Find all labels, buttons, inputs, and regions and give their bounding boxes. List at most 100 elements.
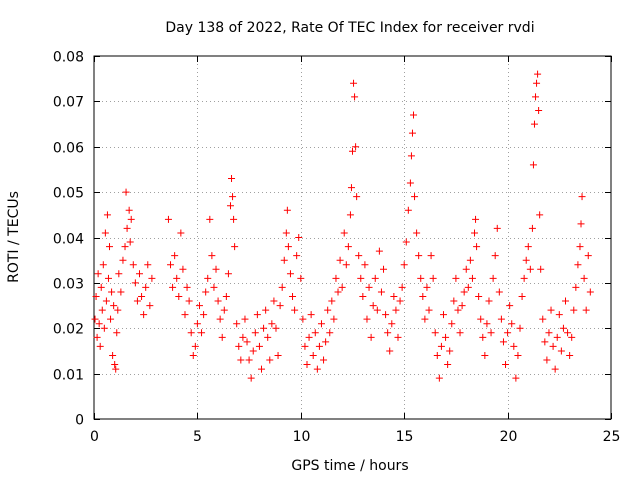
data-point	[268, 320, 276, 328]
x-tick-label: 20	[500, 429, 518, 445]
y-tick-label: 0.07	[53, 95, 84, 111]
data-point	[97, 283, 105, 291]
data-point	[278, 283, 286, 291]
data-point	[138, 292, 146, 300]
data-point	[493, 224, 501, 232]
data-point	[235, 342, 243, 350]
data-point	[309, 351, 317, 359]
data-point	[243, 338, 251, 346]
data-point	[94, 270, 102, 278]
data-point	[322, 338, 330, 346]
data-point	[392, 306, 400, 314]
data-point	[251, 329, 259, 337]
data-point	[433, 351, 441, 359]
data-point	[247, 374, 255, 382]
data-point	[135, 270, 143, 278]
data-point	[572, 283, 580, 291]
data-point	[218, 333, 226, 341]
data-point	[547, 306, 555, 314]
data-point	[582, 306, 590, 314]
data-point	[437, 342, 445, 350]
data-point	[266, 356, 274, 364]
data-point	[193, 320, 201, 328]
data-point	[373, 306, 381, 314]
data-point	[185, 297, 193, 305]
data-point	[413, 229, 421, 237]
y-tick-label: 0.05	[53, 186, 84, 202]
data-point	[320, 356, 328, 364]
data-point	[92, 292, 100, 300]
data-point	[415, 252, 423, 260]
data-point	[408, 129, 416, 137]
data-point	[369, 302, 377, 310]
data-point	[129, 261, 137, 269]
data-point	[444, 361, 452, 369]
data-point	[380, 265, 388, 273]
data-point	[148, 274, 156, 282]
data-point	[228, 175, 236, 183]
data-point	[504, 329, 512, 337]
data-point	[562, 297, 570, 305]
data-point	[214, 297, 222, 305]
data-point	[574, 261, 582, 269]
x-tick-label: 15	[396, 429, 414, 445]
data-point	[487, 329, 495, 337]
data-point	[108, 288, 116, 296]
data-point	[506, 302, 514, 310]
data-point	[206, 215, 214, 223]
data-point	[286, 270, 294, 278]
data-point	[543, 356, 551, 364]
data-point	[226, 202, 234, 210]
plot-frame	[93, 55, 612, 420]
data-point	[239, 333, 247, 341]
data-point	[377, 288, 385, 296]
tick-layer: 0 0.01 0.02 0.03 0.04 0.05 0.06 0.07 0.08 0 5 10 15 2…	[53, 50, 621, 446]
data-point	[541, 338, 549, 346]
data-point	[352, 143, 360, 151]
data-point	[390, 292, 398, 300]
data-point	[274, 351, 282, 359]
data-point	[382, 311, 390, 319]
data-point	[483, 320, 491, 328]
y-tick-label: 0	[75, 413, 84, 429]
data-point	[177, 229, 185, 237]
data-point	[406, 179, 414, 187]
data-point	[462, 265, 470, 273]
data-point	[350, 79, 358, 87]
data-point	[102, 297, 110, 305]
data-point	[99, 261, 107, 269]
data-point	[200, 311, 208, 319]
data-point	[342, 261, 350, 269]
data-point	[404, 206, 412, 214]
data-point	[340, 229, 348, 237]
data-point	[448, 320, 456, 328]
data-point	[224, 270, 232, 278]
data-point	[249, 347, 257, 355]
data-point	[508, 320, 516, 328]
data-point	[446, 347, 454, 355]
data-point	[216, 315, 224, 323]
data-point	[485, 297, 493, 305]
data-point	[255, 342, 263, 350]
data-point	[559, 324, 567, 332]
y-tick-label: 0.04	[53, 232, 84, 248]
data-point	[512, 374, 520, 382]
data-point	[460, 288, 468, 296]
data-point	[577, 220, 585, 228]
data-point	[119, 256, 127, 264]
data-point	[423, 283, 431, 291]
data-point	[117, 288, 125, 296]
data-point	[98, 306, 106, 314]
data-point	[526, 265, 534, 273]
data-point	[169, 283, 177, 291]
data-point	[539, 315, 547, 323]
data-point	[104, 274, 112, 282]
y-axis-label: ROTI / TECUs	[6, 191, 22, 283]
data-point	[107, 315, 115, 323]
data-point	[532, 93, 540, 101]
data-point	[311, 329, 319, 337]
data-point	[299, 315, 307, 323]
data-point	[210, 283, 218, 291]
data-point	[349, 147, 356, 155]
data-point	[112, 365, 120, 373]
